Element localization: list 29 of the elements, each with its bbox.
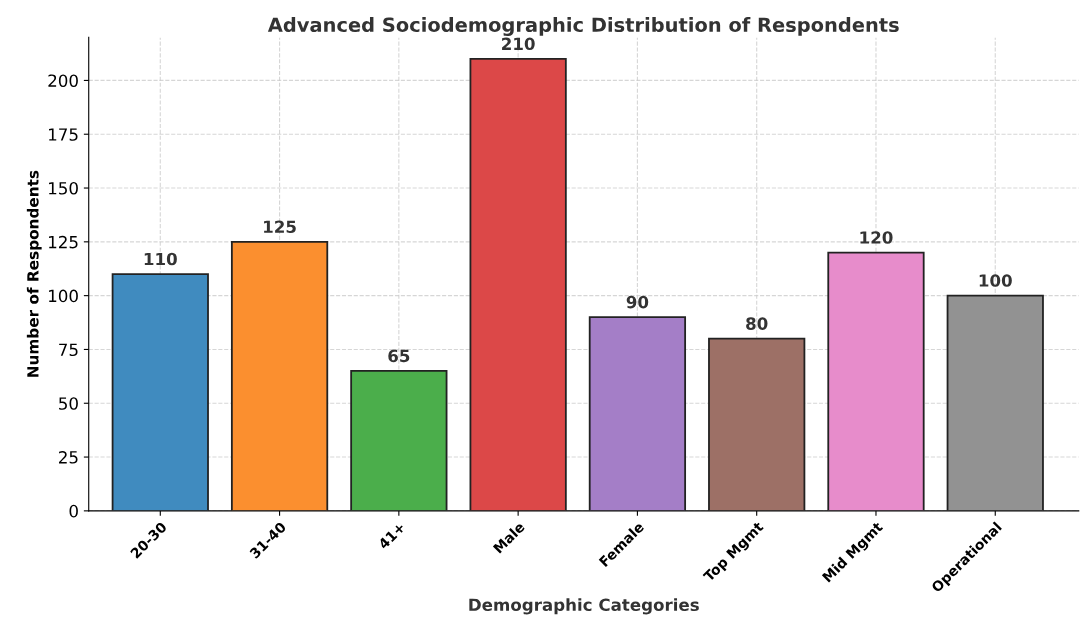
y-tick-label: 150: [49, 181, 78, 195]
y-tick-label: 0: [69, 504, 78, 518]
bar: [469, 57, 567, 511]
bar: [111, 273, 209, 511]
y-tick-label: 50: [59, 397, 78, 410]
x-axis-title: Demographic Categories: [469, 598, 699, 615]
bar: [230, 240, 329, 511]
bar: [946, 294, 1044, 511]
data-label: 80: [746, 317, 768, 330]
data-label: 90: [626, 295, 649, 309]
y-tick-label: 75: [59, 343, 78, 357]
data-label: 210: [502, 37, 535, 51]
data-label: 120: [860, 231, 893, 244]
data-label: 100: [979, 274, 1012, 287]
chart-title: Advanced Sociodemographic Distribution of Respondents: [267, 17, 899, 37]
y-axis-title: Number of Respondents: [26, 170, 42, 377]
y-tick-label: 100: [49, 289, 78, 303]
bar: [588, 316, 687, 511]
y-tick-label: 25: [59, 451, 78, 464]
data-label: 65: [388, 349, 410, 363]
data-label: 110: [144, 252, 177, 266]
bar: [827, 251, 925, 511]
y-tick-label: 175: [49, 128, 78, 141]
data-label: 125: [264, 220, 296, 234]
y-tick-label: 200: [48, 74, 78, 87]
y-tick-label: 125: [49, 235, 78, 249]
bar: [708, 337, 806, 511]
bar: [350, 370, 448, 511]
x-tick-label: 41+: [377, 521, 406, 550]
